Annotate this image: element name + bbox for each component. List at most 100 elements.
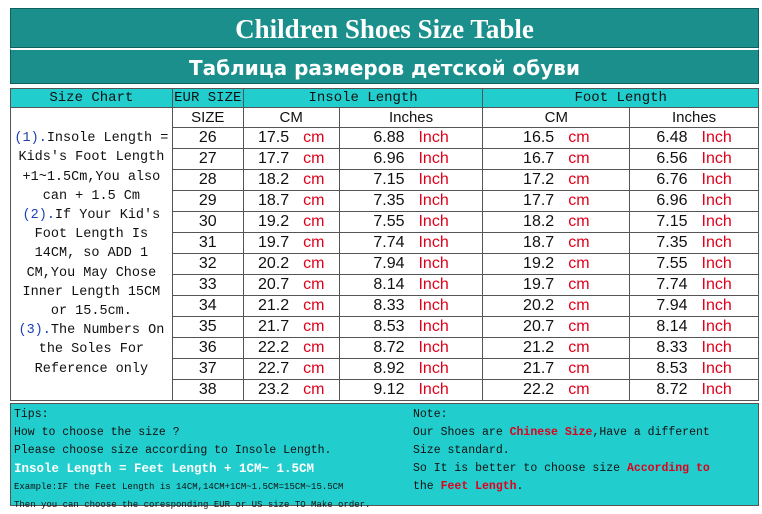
- tips-heading: Tips:: [14, 408, 49, 421]
- foot-inches-cell-value: 8.14: [656, 318, 688, 335]
- foot-cm-cell-value: 21.7: [523, 360, 555, 377]
- foot-inches-cell-value: 7.74: [656, 276, 688, 293]
- insole-inches-cell: 6.96 Inch: [338, 148, 484, 170]
- foot-cm-cell-value: 19.2: [523, 255, 555, 272]
- foot-cm-cell: 16.7 cm: [482, 148, 631, 170]
- insole-inches-cell-value: 7.74: [373, 234, 405, 251]
- eur-size-cell: 34: [171, 295, 244, 317]
- insole-inches-cell-unit: Inch: [418, 297, 449, 314]
- eur-size-cell: 33: [171, 274, 244, 296]
- insole-cm-cell-unit: cm: [303, 297, 325, 314]
- foot-inches-cell-value: 8.33: [656, 339, 688, 356]
- eur-size-cell: 29: [171, 190, 244, 212]
- foot-cm-cell: 21.7 cm: [482, 358, 631, 380]
- eur-size-cell: 26: [171, 127, 244, 149]
- insole-inches-cell: 7.94 Inch: [338, 253, 484, 275]
- tips-panel: Tips: How to choose the size ? Please ch…: [10, 403, 759, 510]
- note-line-3: So It is better to choose size According…: [413, 460, 758, 478]
- insole-inches-cell-value: 7.15: [373, 171, 405, 188]
- insole-inches-cell: 8.53 Inch: [338, 316, 484, 338]
- eur-size-cell: 35: [171, 316, 244, 338]
- eur-size-cell: 30: [171, 211, 244, 233]
- eur-size-cell: 27: [171, 148, 244, 170]
- tips-line-5: Then you can choose the coresponding EUR…: [14, 500, 371, 510]
- foot-inches-cell: 7.94 Inch: [629, 295, 759, 317]
- insole-inches-cell-unit: Inch: [418, 171, 449, 188]
- table-row: 27 17.7 cm 6.96 Inch 16.7 cm 6.56 Inch: [11, 148, 759, 170]
- foot-cm-cell: 17.7 cm: [482, 190, 631, 212]
- insole-cm-cell-value: 20.2: [257, 255, 290, 272]
- foot-inches-cell-unit: Inch: [701, 129, 732, 146]
- insole-cm-cell-unit: cm: [303, 360, 325, 377]
- foot-cm-cell: 18.2 cm: [482, 211, 631, 233]
- insole-cm-cell-value: 19.2: [257, 213, 290, 230]
- table-row: 35 21.7 cm 8.53 Inch 20.7 cm 8.14 Inch: [11, 316, 759, 338]
- insole-cm-cell-unit: cm: [303, 234, 325, 251]
- page-subtitle: Таблица размеров детской обуви: [10, 48, 759, 84]
- foot-cm-subheader: CM: [482, 107, 631, 128]
- page-title: Children Shoes Size Table: [10, 8, 759, 48]
- foot-cm-cell-unit: cm: [568, 360, 590, 377]
- foot-inches-cell-unit: Inch: [701, 234, 732, 251]
- note-3-label: (3).: [18, 323, 51, 339]
- foot-inches-cell-value: 8.72: [656, 381, 688, 398]
- insole-inches-cell-unit: Inch: [418, 213, 449, 230]
- insole-inches-cell: 8.92 Inch: [338, 358, 484, 380]
- insole-inches-cell-value: 7.35: [373, 192, 405, 209]
- table-row: 29 18.7 cm 7.35 Inch 17.7 cm 6.96 Inch: [11, 190, 759, 212]
- foot-inches-cell: 7.74 Inch: [629, 274, 759, 296]
- insole-inches-cell-value: 8.33: [373, 297, 405, 314]
- insole-cm-cell: 23.2 cm: [242, 379, 340, 401]
- note-line-4-a: the: [413, 480, 441, 493]
- insole-inches-cell-unit: Inch: [418, 318, 449, 335]
- eur-size-cell: 38: [171, 379, 244, 401]
- foot-inches-cell: 7.15 Inch: [629, 211, 759, 233]
- insole-inches-cell: 7.35 Inch: [338, 190, 484, 212]
- foot-inches-cell: 6.96 Inch: [629, 190, 759, 212]
- insole-cm-cell-unit: cm: [303, 213, 325, 230]
- insole-inches-cell-unit: Inch: [418, 276, 449, 293]
- foot-cm-cell-unit: cm: [568, 318, 590, 335]
- note-line-4: the Feet Length.: [413, 478, 758, 496]
- insole-cm-cell-value: 22.7: [257, 360, 290, 377]
- insole-cm-cell-value: 17.7: [257, 150, 290, 167]
- foot-inches-cell-value: 7.94: [656, 297, 688, 314]
- foot-inches-cell-value: 6.76: [656, 171, 688, 188]
- note-line-3-a: So It is better to choose size: [413, 462, 627, 475]
- foot-cm-cell-value: 16.7: [523, 150, 555, 167]
- foot-inches-cell-unit: Inch: [701, 381, 732, 398]
- note-line-2: Size standard.: [413, 444, 510, 457]
- insole-inches-cell-unit: Inch: [418, 360, 449, 377]
- insole-cm-cell: 18.2 cm: [242, 169, 340, 191]
- insole-cm-cell-unit: cm: [303, 129, 325, 146]
- note-line-1-c: ,Have a different: [592, 426, 710, 439]
- insole-cm-subheader: CM: [242, 107, 340, 128]
- note-1-text: Insole Length = Kids's Foot Length +1~1.…: [18, 131, 169, 204]
- insole-cm-cell-value: 20.7: [257, 276, 290, 293]
- insole-cm-cell-unit: cm: [303, 318, 325, 335]
- note-line-1: Our Shoes are Chinese Size,Have a differ…: [413, 424, 758, 442]
- insole-cm-cell-value: 18.7: [257, 192, 290, 209]
- insole-inches-cell-unit: Inch: [418, 192, 449, 209]
- size-chart-header: Size Chart: [10, 88, 173, 108]
- insole-cm-cell: 17.7 cm: [242, 148, 340, 170]
- insole-cm-cell-unit: cm: [303, 150, 325, 167]
- foot-cm-cell-value: 17.2: [523, 171, 555, 188]
- table-row: 33 20.7 cm 8.14 Inch 19.7 cm 7.74 Inch: [11, 274, 759, 296]
- insole-cm-cell-value: 18.2: [257, 171, 290, 188]
- foot-inches-cell-unit: Inch: [701, 360, 732, 377]
- insole-inches-cell-unit: Inch: [418, 129, 449, 146]
- note-section: Note: Our Shoes are Chinese Size,Have a …: [413, 406, 758, 496]
- insole-inches-cell: 8.33 Inch: [338, 295, 484, 317]
- insole-inches-cell-value: 8.92: [373, 360, 405, 377]
- size-subheader: SIZE: [171, 107, 244, 128]
- foot-inches-cell-value: 7.15: [656, 213, 688, 230]
- insole-inches-cell-unit: Inch: [418, 381, 449, 398]
- foot-inches-cell: 8.72 Inch: [629, 379, 759, 401]
- note-1-label: (1).: [14, 131, 47, 147]
- insole-cm-cell: 22.7 cm: [242, 358, 340, 380]
- insole-inches-cell: 8.72 Inch: [338, 337, 484, 359]
- foot-inches-cell-value: 6.96: [656, 192, 688, 209]
- insole-inches-cell-value: 8.72: [373, 339, 405, 356]
- insole-inches-subheader: Inches: [338, 107, 484, 128]
